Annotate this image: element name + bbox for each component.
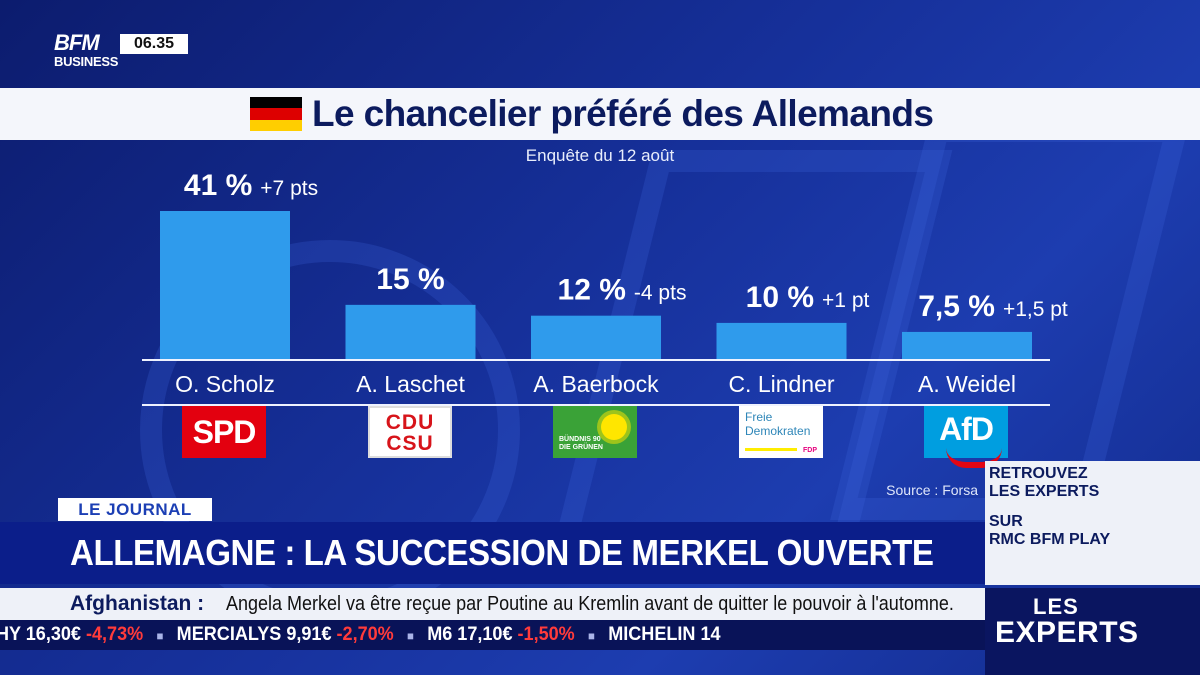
stock-item: HY 16,30€ -4,73% (0, 624, 143, 645)
stock-change: -1,50% (517, 624, 575, 645)
sunflower-icon (601, 414, 627, 440)
logo-bfm: BFM (54, 30, 100, 55)
afd-logo: AfD (924, 406, 1008, 468)
afd-arrow-icon (946, 448, 1002, 468)
value-text-4: 10 % (746, 281, 814, 314)
cdu-csu-logo: CDU CSU (368, 406, 452, 458)
title-bar (0, 88, 1200, 140)
headline: ALLEMAGNE : LA SUCCESSION DE MERKEL OUVE… (70, 532, 934, 573)
promo-line4: RMC BFM PLAY (989, 531, 1111, 548)
chart-subtitle: Enquête du 12 août (525, 146, 675, 165)
flag-stripe-black (250, 97, 302, 109)
bar-3 (531, 315, 661, 359)
channel-logo: BFM BUSINESS (54, 32, 190, 74)
show-title-line1: LES (1033, 594, 1079, 619)
afd-logo-text: AfD (939, 411, 994, 447)
stock-separator-icon: ■ (156, 629, 164, 643)
promo-line3: SUR (989, 513, 1023, 530)
value-label-5: 7,5 % +1,5 pt (918, 290, 1068, 323)
value-text-5: 7,5 % (918, 290, 995, 323)
promo-panel: RETROUVEZ LES EXPERTS SUR RMC BFM PLAY (985, 461, 1200, 585)
gruene-line1: BÜNDNIS 90 (559, 436, 601, 443)
stock-ticker: HY 16,30€ -4,73% ■ MERCIALYS 9,91€ -2,70% ■… (0, 620, 985, 650)
stock-ticker-content: HY 16,30€ -4,73% ■ MERCIALYS 9,91€ -2,70% ■… (0, 620, 721, 650)
gruene-logo-text: BÜNDNIS 90 DIE GRÜNEN (559, 436, 603, 452)
value-label-2: 15 % (376, 263, 444, 296)
change-text-4: +1 pt (822, 289, 869, 312)
stock-item: MICHELIN 14 (608, 624, 720, 645)
bar-5 (902, 331, 1032, 359)
cdu-logo-text: CDU (385, 411, 435, 434)
fdp-logo: Freie Demokraten FDP (739, 406, 823, 458)
spd-logo-text: SPD (192, 414, 257, 450)
stock-separator-icon: ■ (407, 629, 414, 643)
category-label-5: A. Weidel (918, 371, 1016, 397)
value-text-1: 41 % (184, 169, 252, 202)
ticker-topic: Afghanistan : (70, 592, 205, 615)
show-title-box: LES EXPERTS (985, 588, 1200, 675)
stock-name: MERCIALYS 9,91€ (176, 624, 337, 645)
bar-2 (345, 304, 476, 359)
source-note: Source : Forsa (886, 482, 978, 498)
logo-business: BUSINESS (54, 54, 119, 69)
value-text-2: 15 % (376, 263, 444, 296)
flag-stripe-gold (250, 119, 302, 131)
chart-title: Le chancelier préféré des Allemands (312, 93, 934, 134)
stock-name: HY 16,30€ (0, 624, 86, 645)
spd-logo: SPD (182, 406, 266, 458)
news-ticker-bar (0, 588, 985, 620)
fdp-line1: Freie (745, 410, 773, 424)
value-label-3: 12 % -4 pts (558, 274, 687, 307)
value-text-3: 12 % (558, 274, 626, 307)
ticker-text: Angela Merkel va être reçue par Poutine … (226, 593, 954, 615)
gruene-logo: BÜNDNIS 90 DIE GRÜNEN (553, 406, 637, 458)
show-tag: LE JOURNAL (58, 498, 212, 521)
change-text-5: +1,5 pt (1003, 298, 1068, 321)
promo-line1: RETROUVEZ (989, 465, 1088, 482)
csu-logo-text: CSU (386, 432, 434, 455)
value-label-1: 41 % +7 pts (184, 169, 318, 202)
promo-spacer (989, 501, 1200, 513)
germany-flag-icon (250, 97, 302, 131)
stock-name: MICHELIN 14 (608, 624, 721, 645)
fdp-stripe (745, 448, 797, 451)
stock-change: -2,70% (336, 624, 394, 645)
value-label-4: 10 % +1 pt (746, 281, 870, 314)
bar-4 (716, 322, 847, 359)
headline-bar (0, 522, 985, 584)
category-label-4: C. Lindner (728, 371, 834, 397)
clock: 06.35 (120, 34, 188, 54)
fdp-line2: Demokraten (745, 424, 811, 438)
change-text-1: +7 pts (260, 177, 318, 200)
promo-line2: LES EXPERTS (989, 483, 1100, 500)
category-label-1: O. Scholz (175, 371, 275, 397)
show-title-line2: EXPERTS (995, 616, 1139, 649)
gruene-line2: DIE GRÜNEN (559, 444, 603, 451)
change-text-3: -4 pts (634, 282, 687, 305)
category-label-2: A. Laschet (356, 371, 465, 397)
stock-item: M6 17,10€ -1,50% (427, 624, 575, 645)
stock-change: -4,73% (85, 624, 144, 645)
stock-separator-icon: ■ (588, 629, 595, 643)
flag-stripe-red (250, 108, 302, 120)
fdp-line3: FDP (803, 447, 817, 454)
stock-item: MERCIALYS 9,91€ -2,70% (177, 624, 394, 645)
stock-name: M6 17,10€ (427, 624, 518, 645)
bar-1 (160, 211, 290, 359)
category-label-3: A. Baerbock (533, 371, 659, 397)
